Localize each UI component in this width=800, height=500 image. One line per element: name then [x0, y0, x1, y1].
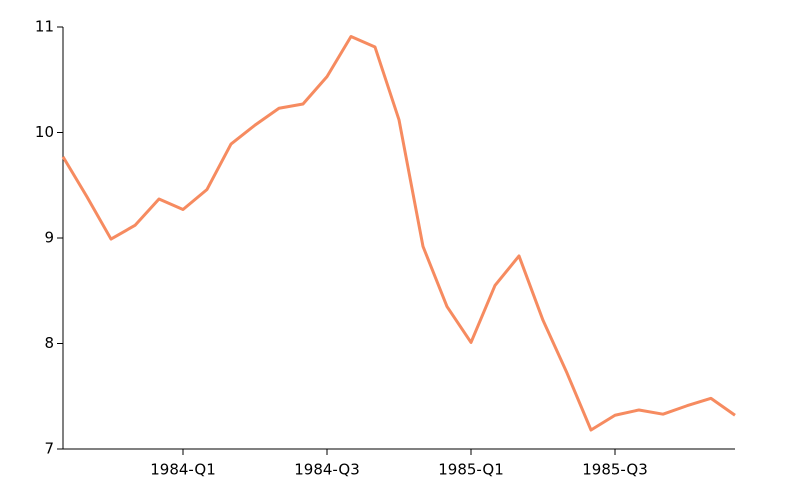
y-tick-label: 7	[44, 440, 54, 458]
x-tick-label: 1985-Q3	[582, 461, 648, 479]
x-tick-label: 1984-Q3	[294, 461, 360, 479]
y-tick-label: 8	[44, 334, 54, 352]
y-tick-label: 11	[35, 18, 54, 36]
y-tick-label: 9	[44, 229, 54, 247]
x-tick-label: 1985-Q1	[438, 461, 504, 479]
line	[61, 34, 736, 432]
y-tick-label: 10	[35, 123, 54, 141]
x-tick-label: 1984-Q1	[150, 461, 216, 479]
